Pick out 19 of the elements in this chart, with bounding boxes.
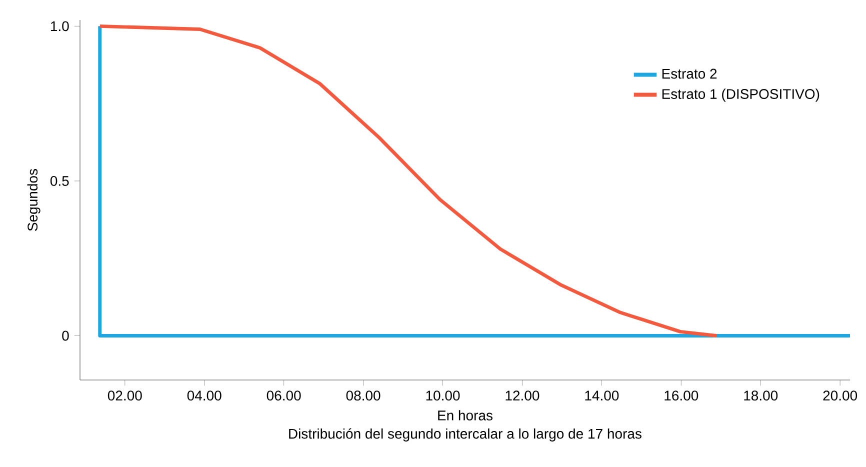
x-tick-label: 20.00 [823, 390, 858, 401]
x-tick-label: 10.00 [426, 390, 460, 401]
x-tick-label: 18.00 [744, 390, 778, 401]
x-tick-label: 16.00 [664, 390, 698, 401]
y-tick-label: 0 [62, 330, 69, 341]
y-tick-label: 0.5 [50, 176, 69, 186]
x-tick-label: 06.00 [266, 390, 301, 401]
y-tick-label: 1.0 [50, 21, 69, 32]
x-tick-label: 08.00 [346, 390, 380, 401]
line-series [98, 24, 718, 338]
x-tick-label: 04.00 [187, 390, 222, 401]
x-tick-label: 14.00 [585, 390, 619, 401]
x-tick-label: 12.00 [506, 390, 540, 401]
legend-label: Estrato 1 (DISPOSITIVO) [662, 88, 820, 102]
x-tick-label: 02.00 [108, 390, 142, 401]
legend-label: Estrato 2 [662, 68, 717, 79]
text: Distribución del segundo intercalar a lo largo de 17 horas [289, 428, 642, 442]
y-axis-title: Segundos [27, 169, 40, 231]
x-axis-title: En horas [438, 410, 492, 420]
